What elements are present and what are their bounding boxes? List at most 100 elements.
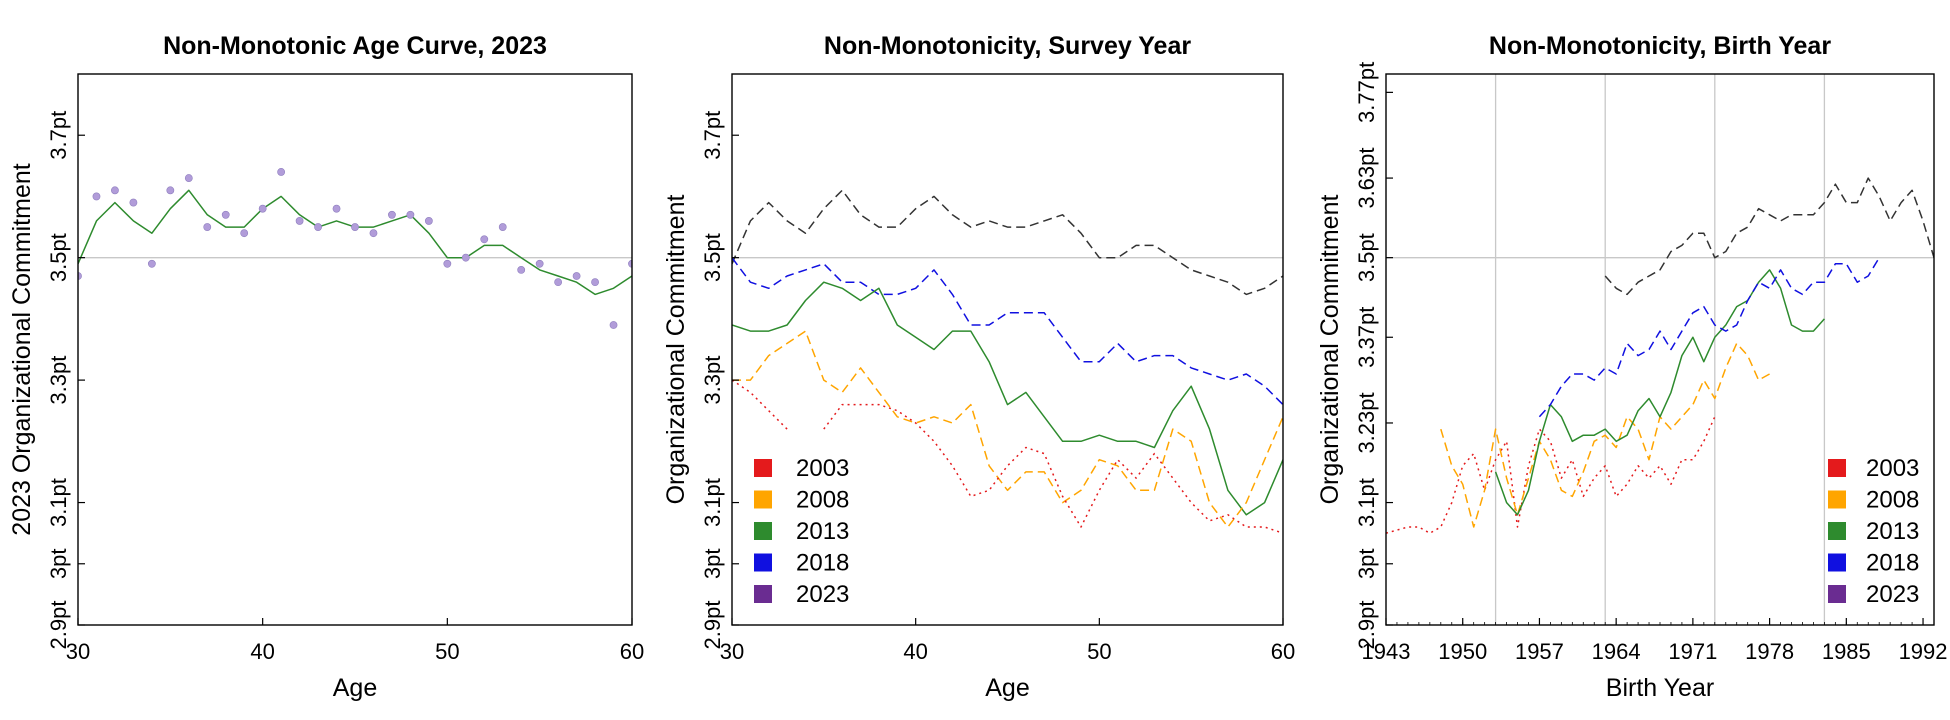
- series-line-6: [823, 403, 1283, 534]
- scatter-point: [111, 186, 119, 195]
- scatter-point: [591, 278, 599, 287]
- series-line-1: [732, 189, 1283, 296]
- legend-label: 2003: [1866, 455, 1919, 482]
- y-tick-label: 3pt: [1354, 548, 1379, 579]
- y-tick-label: 2.9pt: [1354, 601, 1379, 650]
- legend-label: 2018: [1866, 550, 1919, 577]
- plot-frame: [1385, 73, 1935, 626]
- scatter-point: [517, 266, 526, 274]
- y-tick-label: 2.9pt: [46, 601, 71, 650]
- x-tick-label: 30: [720, 639, 744, 664]
- scatter-point: [424, 217, 433, 225]
- scatter-point: [535, 259, 544, 268]
- legend-label: 2008: [796, 487, 849, 514]
- x-tick-label: 30: [66, 639, 90, 664]
- y-tick-label: 3.63pt: [1354, 147, 1379, 208]
- scatter-point: [369, 229, 378, 238]
- series-line-5: [1604, 177, 1934, 296]
- series-line-1: [78, 189, 632, 296]
- scatter-point: [240, 229, 249, 238]
- scatter-point: [388, 210, 396, 219]
- y-tick-label: 3.23pt: [1354, 392, 1379, 453]
- series-group: [732, 189, 1283, 534]
- chart-title: Non-Monotonic Age Curve, 2023: [163, 32, 547, 60]
- legend-swatch: [1828, 490, 1846, 509]
- x-tick-label: 1971: [1668, 639, 1717, 664]
- series-line-4: [732, 330, 1283, 528]
- legend-swatch: [1828, 585, 1846, 603]
- legend: 2003 2008 2013 2018 2023: [754, 455, 849, 608]
- x-tick-label: 1950: [1438, 639, 1487, 664]
- scatter-point: [314, 223, 322, 231]
- x-tick-label: 1957: [1515, 639, 1564, 664]
- x-tick-label: 60: [1271, 639, 1295, 664]
- legend-swatch: [754, 585, 772, 603]
- scatter-point: [129, 198, 138, 207]
- legend-label: 2008: [1866, 487, 1919, 514]
- x-tick-label: 50: [435, 639, 459, 664]
- scatter-point: [609, 321, 618, 329]
- series-line-1: [1386, 416, 1716, 534]
- y-axis-label: 2023 Organizational Commitment: [8, 163, 36, 535]
- chart-title: Non-Monotonicity, Survey Year: [824, 32, 1191, 60]
- y-axis-label: Organizational Commitment: [1316, 195, 1344, 505]
- chart-panel-3: Non-Monotonicity, Birth Year 1943 1950 1957…: [1316, 32, 1948, 702]
- x-tick-label: 1985: [1822, 639, 1871, 664]
- chart-panel-2: Non-Monotonicity, Survey Year 30 40 50 60 2.9…: [662, 32, 1295, 702]
- scatter-point: [443, 259, 452, 268]
- legend-label: 2013: [1866, 518, 1919, 545]
- scatter-point: [572, 272, 581, 280]
- y-tick-label: 3.5pt: [700, 233, 725, 282]
- y-tick-label: 3.5pt: [1354, 233, 1379, 282]
- scatter-point: [461, 253, 470, 262]
- x-tick-label: 1964: [1592, 639, 1641, 664]
- y-tick-label: 3pt: [700, 548, 725, 579]
- scatter-point: [277, 168, 286, 176]
- x-tick-label: 40: [250, 639, 274, 664]
- series-line-4: [1538, 257, 1880, 418]
- scatter-point: [480, 235, 489, 244]
- y-tick-label: 3.7pt: [46, 111, 71, 160]
- chart-panel-1: Non-Monotonic Age Curve, 2023 30 40 50 60 2.9…: [8, 32, 644, 702]
- x-tick-label: 1943: [1362, 639, 1411, 664]
- legend-swatch: [754, 459, 772, 477]
- x-axis-label: Age: [985, 674, 1029, 702]
- legend-swatch: [1828, 459, 1846, 477]
- x-axis-label: Birth Year: [1606, 674, 1714, 702]
- scatter-point: [498, 223, 507, 231]
- scatter-point: [406, 210, 415, 219]
- scatter-point: [295, 217, 304, 225]
- y-tick-label: 3.5pt: [46, 233, 71, 282]
- series-group: [78, 168, 632, 329]
- scatter-point: [203, 223, 212, 231]
- legend-label: 2023: [796, 581, 849, 608]
- y-tick-label: 3.3pt: [46, 356, 71, 405]
- scatter-point: [332, 204, 341, 213]
- series-line-2: [732, 257, 1283, 406]
- legend-swatch: [754, 490, 772, 509]
- legend: 2003 2008 2013 2018 2023: [1828, 455, 1919, 608]
- scatter-point: [184, 174, 193, 182]
- legend-swatch: [754, 553, 772, 572]
- x-tick-label: 1992: [1899, 639, 1948, 664]
- y-tick-label: 3.1pt: [1354, 478, 1379, 527]
- plot-frame: [77, 73, 633, 626]
- legend-label: 2018: [796, 550, 849, 577]
- scatter-point: [628, 259, 632, 268]
- y-tick-label: 2.9pt: [700, 601, 725, 650]
- scatter-point: [351, 223, 359, 231]
- chart-title: Non-Monotonicity, Birth Year: [1489, 32, 1831, 60]
- y-tick-label: 3.1pt: [46, 478, 71, 527]
- legend-swatch: [1828, 522, 1846, 540]
- x-tick-label: 50: [1087, 639, 1111, 664]
- scatter-point: [147, 259, 156, 268]
- legend-label: 2023: [1866, 581, 1919, 608]
- x-tick-label: 40: [903, 639, 927, 664]
- plot-frame: [731, 73, 1284, 626]
- scatter-point: [166, 186, 175, 195]
- legend-label: 2003: [796, 455, 849, 482]
- y-tick-label: 3.3pt: [700, 356, 725, 405]
- series-line-3: [732, 281, 1283, 516]
